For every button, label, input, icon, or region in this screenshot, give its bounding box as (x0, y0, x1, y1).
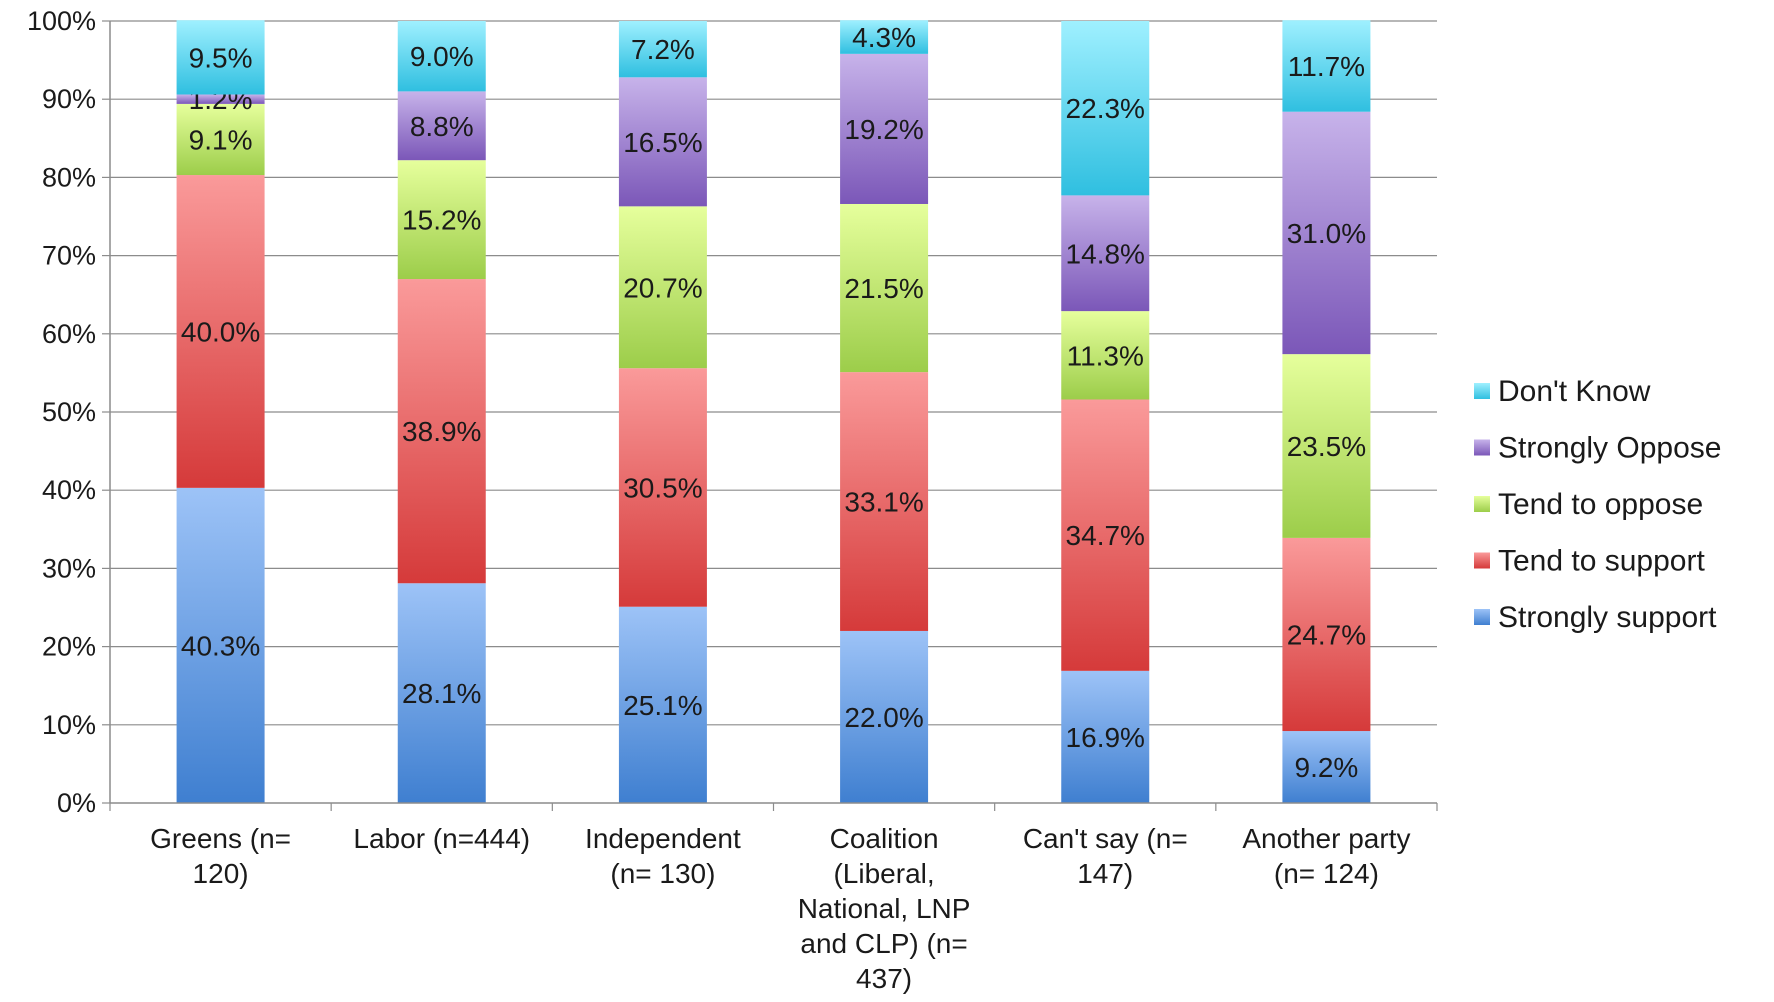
data-label-tend-to-oppose-2: 20.7% (623, 272, 702, 303)
legend-swatch-strongly-oppose (1474, 439, 1490, 456)
data-label-tend-to-support-4: 34.7% (1066, 520, 1145, 551)
data-label-tend-to-oppose-3: 21.5% (844, 273, 923, 304)
bar-tend-to-support-0 (176, 175, 265, 488)
y-tick-label: 70% (42, 241, 96, 271)
data-label-tend-to-support-2: 30.5% (623, 472, 702, 503)
y-tick-label: 30% (42, 553, 96, 583)
y-tick-label: 20% (42, 632, 96, 662)
bar-strongly-oppose-5 (1282, 111, 1371, 355)
data-label-tend-to-support-1: 38.9% (402, 416, 481, 447)
bar-don-t-know-0 (176, 20, 265, 95)
data-label-tend-to-support-3: 33.1% (844, 487, 923, 518)
data-label-strongly-support-4: 16.9% (1066, 722, 1145, 753)
legend-swatch-tend-to-oppose (1474, 496, 1490, 512)
x-category-label-0: Greens (n= 120) (150, 823, 291, 889)
data-label-tend-to-support-0: 40.0% (181, 316, 260, 347)
data-label-strongly-support-5: 9.2% (1295, 752, 1359, 783)
data-label-don-t-know-3: 4.3% (852, 22, 916, 53)
bar-tend-to-oppose-1 (397, 160, 486, 280)
gridlines (110, 20, 1437, 726)
bar-strongly-oppose-4 (1061, 195, 1150, 312)
legend-label-strongly-oppose: Strongly Oppose (1498, 432, 1721, 465)
x-category-label-2: Independent (n= 130) (585, 823, 741, 889)
x-category-label-5: Another party (n= 124) (1242, 823, 1410, 889)
bars: 40.3%40.0%9.1%1.2%9.5%28.1%38.9%15.2%8.8… (176, 20, 1371, 803)
bar-tend-to-support-3 (840, 372, 929, 631)
y-tick-label: 0% (57, 788, 96, 818)
bar-tend-to-oppose-5 (1282, 354, 1371, 538)
x-category-label-3: Coalition (Liberal, National, LNP and CLP) … (798, 823, 971, 994)
legend-swatch-tend-to-support (1474, 552, 1490, 569)
bar-tend-to-support-1 (397, 279, 486, 584)
legend-swatch-don-t-know (1474, 383, 1490, 399)
bar-strongly-support-5 (1282, 731, 1371, 803)
data-label-strongly-oppose-4: 14.8% (1066, 238, 1145, 269)
bar-tend-to-oppose-4 (1061, 311, 1150, 400)
legend: Don't Know Strongly Oppose Tend to oppose T… (1474, 375, 1721, 634)
data-label-strongly-support-1: 28.1% (402, 678, 481, 709)
data-label-don-t-know-1: 9.0% (410, 41, 474, 72)
data-label-tend-to-oppose-5: 23.5% (1287, 431, 1366, 462)
data-label-strongly-oppose-5: 31.0% (1287, 218, 1366, 249)
bar-strongly-oppose-2 (618, 77, 707, 207)
x-category-label-4: Can't say (n= 147) (1023, 823, 1188, 889)
y-tick-label: 10% (42, 710, 96, 740)
y-tick-label: 50% (42, 397, 96, 427)
data-label-don-t-know-5: 11.7% (1288, 51, 1365, 82)
x-category-label-1: Labor (n=444) (353, 823, 530, 854)
y-tick-label: 60% (42, 319, 96, 349)
legend-label-tend-to-oppose: Tend to oppose (1498, 488, 1703, 521)
bar-tend-to-oppose-2 (618, 206, 707, 369)
y-tick-label: 100% (27, 6, 96, 36)
bar-tend-to-oppose-0 (176, 103, 265, 176)
bar-don-t-know-2 (618, 21, 707, 78)
data-label-strongly-oppose-1: 8.8% (410, 111, 474, 142)
data-label-tend-to-oppose-4: 11.3% (1067, 340, 1144, 371)
bar-tend-to-oppose-3 (840, 203, 929, 373)
data-label-don-t-know-4: 22.3% (1066, 93, 1145, 124)
data-label-strongly-oppose-3: 19.2% (844, 114, 923, 145)
data-label-tend-to-oppose-0: 9.1% (189, 124, 253, 155)
y-tick-label: 40% (42, 475, 96, 505)
y-tick-label: 90% (42, 84, 96, 114)
bar-strongly-support-0 (176, 487, 265, 803)
bar-tend-to-support-4 (1061, 399, 1150, 671)
bar-strongly-support-4 (1061, 670, 1150, 803)
axes: 0% 10% 20% 30% 40% 50% 60% 70% 80% 90% 100% Greens … (27, 6, 1438, 994)
bar-tend-to-support-2 (618, 368, 707, 607)
legend-label-don-t-know: Don't Know (1498, 375, 1651, 408)
legend-label-strongly-support: Strongly support (1498, 601, 1717, 634)
bar-strongly-oppose-1 (397, 91, 486, 161)
bar-don-t-know-3 (840, 20, 929, 54)
data-label-strongly-support-0: 40.3% (181, 630, 260, 661)
bar-tend-to-support-5 (1282, 537, 1371, 732)
bar-don-t-know-5 (1282, 20, 1371, 112)
bar-strongly-oppose-3 (840, 53, 929, 204)
bar-don-t-know-1 (397, 21, 486, 92)
bar-strongly-support-3 (840, 630, 929, 803)
data-label-don-t-know-2: 7.2% (631, 34, 695, 65)
bar-strongly-oppose-0 (176, 94, 265, 104)
data-label-strongly-oppose-2: 16.5% (623, 127, 702, 158)
bar-strongly-support-2 (618, 606, 707, 803)
y-tick-label: 80% (42, 162, 96, 192)
legend-label-tend-to-support: Tend to support (1498, 545, 1705, 578)
data-label-tend-to-oppose-1: 15.2% (402, 205, 481, 236)
data-label-don-t-know-0: 9.5% (189, 42, 253, 73)
legend-swatch-strongly-support (1474, 609, 1490, 625)
data-label-strongly-support-2: 25.1% (623, 690, 702, 721)
bar-don-t-know-4 (1061, 21, 1150, 196)
data-label-tend-to-support-5: 24.7% (1287, 619, 1366, 650)
bar-strongly-support-1 (397, 583, 486, 803)
data-label-strongly-support-3: 22.0% (844, 702, 923, 733)
